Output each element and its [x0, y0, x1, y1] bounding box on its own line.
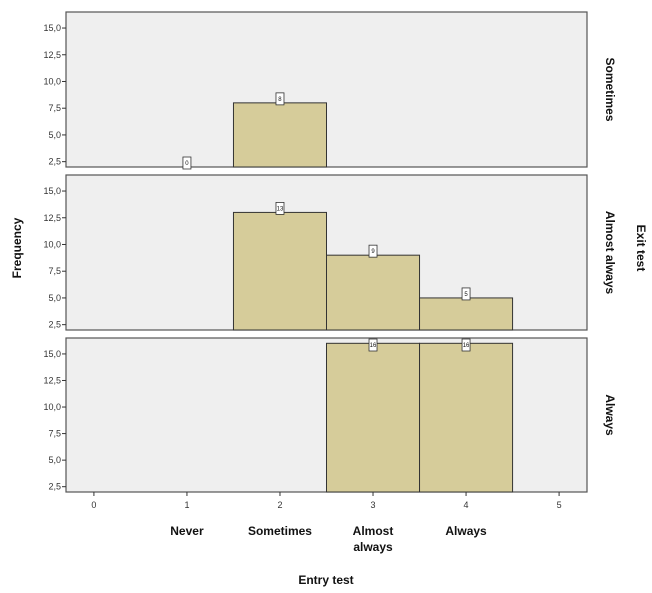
y-tick-label: 2,5	[48, 482, 61, 492]
x-axis: 0 1 2 3 4 5 Never Sometimes Almost always Always	[91, 492, 562, 554]
y-tick-label: 12,5	[43, 375, 61, 385]
category-label: Sometimes	[248, 524, 312, 538]
y-tick-label: 7,5	[48, 266, 61, 276]
data-label-box	[275, 92, 285, 106]
panel-2: 2,5 5,0 7,5 10,0 12,5 15,0 13 9 5 Almost always	[43, 174, 617, 331]
panel-label: Always	[603, 394, 617, 436]
category-label: Almost	[353, 524, 394, 538]
data-label-box	[368, 244, 378, 258]
data-label: 16	[463, 343, 470, 349]
data-label-box	[182, 156, 192, 170]
y-tick-label: 7,5	[48, 103, 61, 113]
bar	[232, 211, 327, 331]
panel-1: 2,5 5,0 7,5 10,0 12,5 15,0 0 8 Sometimes	[43, 11, 617, 170]
y-tick-label: 10,0	[43, 76, 61, 86]
x-tick-label: 5	[557, 500, 562, 510]
y-tick-label: 15,0	[43, 349, 61, 359]
bar	[232, 102, 327, 168]
facet-axis-title: Exit test	[634, 225, 648, 272]
bar	[419, 297, 514, 331]
panel-label: Almost always	[603, 211, 617, 295]
category-label: Never	[170, 524, 204, 538]
chart-panels: 2,5 5,0 7,5 10,0 12,5 15,0 0 8 Sometimes 2,5 5,0 7,…	[43, 11, 617, 493]
data-label: 13	[277, 206, 284, 212]
data-label: 8	[278, 97, 282, 103]
y-tick-label: 5,0	[48, 293, 61, 303]
data-label: 0	[185, 161, 189, 167]
x-tick-label: 4	[464, 500, 469, 510]
bar	[326, 254, 421, 331]
y-tick-label: 2,5	[48, 157, 61, 167]
y-tick-label: 10,0	[43, 402, 61, 412]
category-label: always	[353, 540, 393, 554]
bar	[326, 342, 421, 493]
x-tick-label: 3	[371, 500, 376, 510]
y-tick-label: 12,5	[43, 50, 61, 60]
bar	[419, 342, 514, 493]
data-label-box	[368, 338, 378, 352]
data-label: 9	[371, 249, 375, 255]
data-label: 5	[464, 292, 468, 298]
x-axis-title: Entry test	[298, 573, 353, 587]
data-label-box	[275, 202, 285, 215]
x-tick-label: 1	[184, 500, 189, 510]
x-tick-label: 2	[277, 500, 282, 510]
y-tick-label: 10,0	[43, 239, 61, 249]
panel-3: 2,5 5,0 7,5 10,0 12,5 15,0 16 16 Always	[43, 337, 617, 493]
y-tick-label: 15,0	[43, 23, 61, 33]
x-tick-label: 0	[91, 500, 96, 510]
y-tick-label: 5,0	[48, 130, 61, 140]
data-label-box	[461, 338, 471, 352]
panel-label: Sometimes	[603, 57, 617, 121]
data-label-box	[461, 287, 471, 301]
data-label: 16	[370, 343, 377, 349]
y-tick-label: 2,5	[48, 320, 61, 330]
category-label: Always	[445, 524, 487, 538]
y-tick-label: 15,0	[43, 186, 61, 196]
y-tick-label: 5,0	[48, 455, 61, 465]
y-tick-label: 12,5	[43, 213, 61, 223]
y-tick-label: 7,5	[48, 429, 61, 439]
y-axis-title: Frequency	[10, 217, 24, 278]
